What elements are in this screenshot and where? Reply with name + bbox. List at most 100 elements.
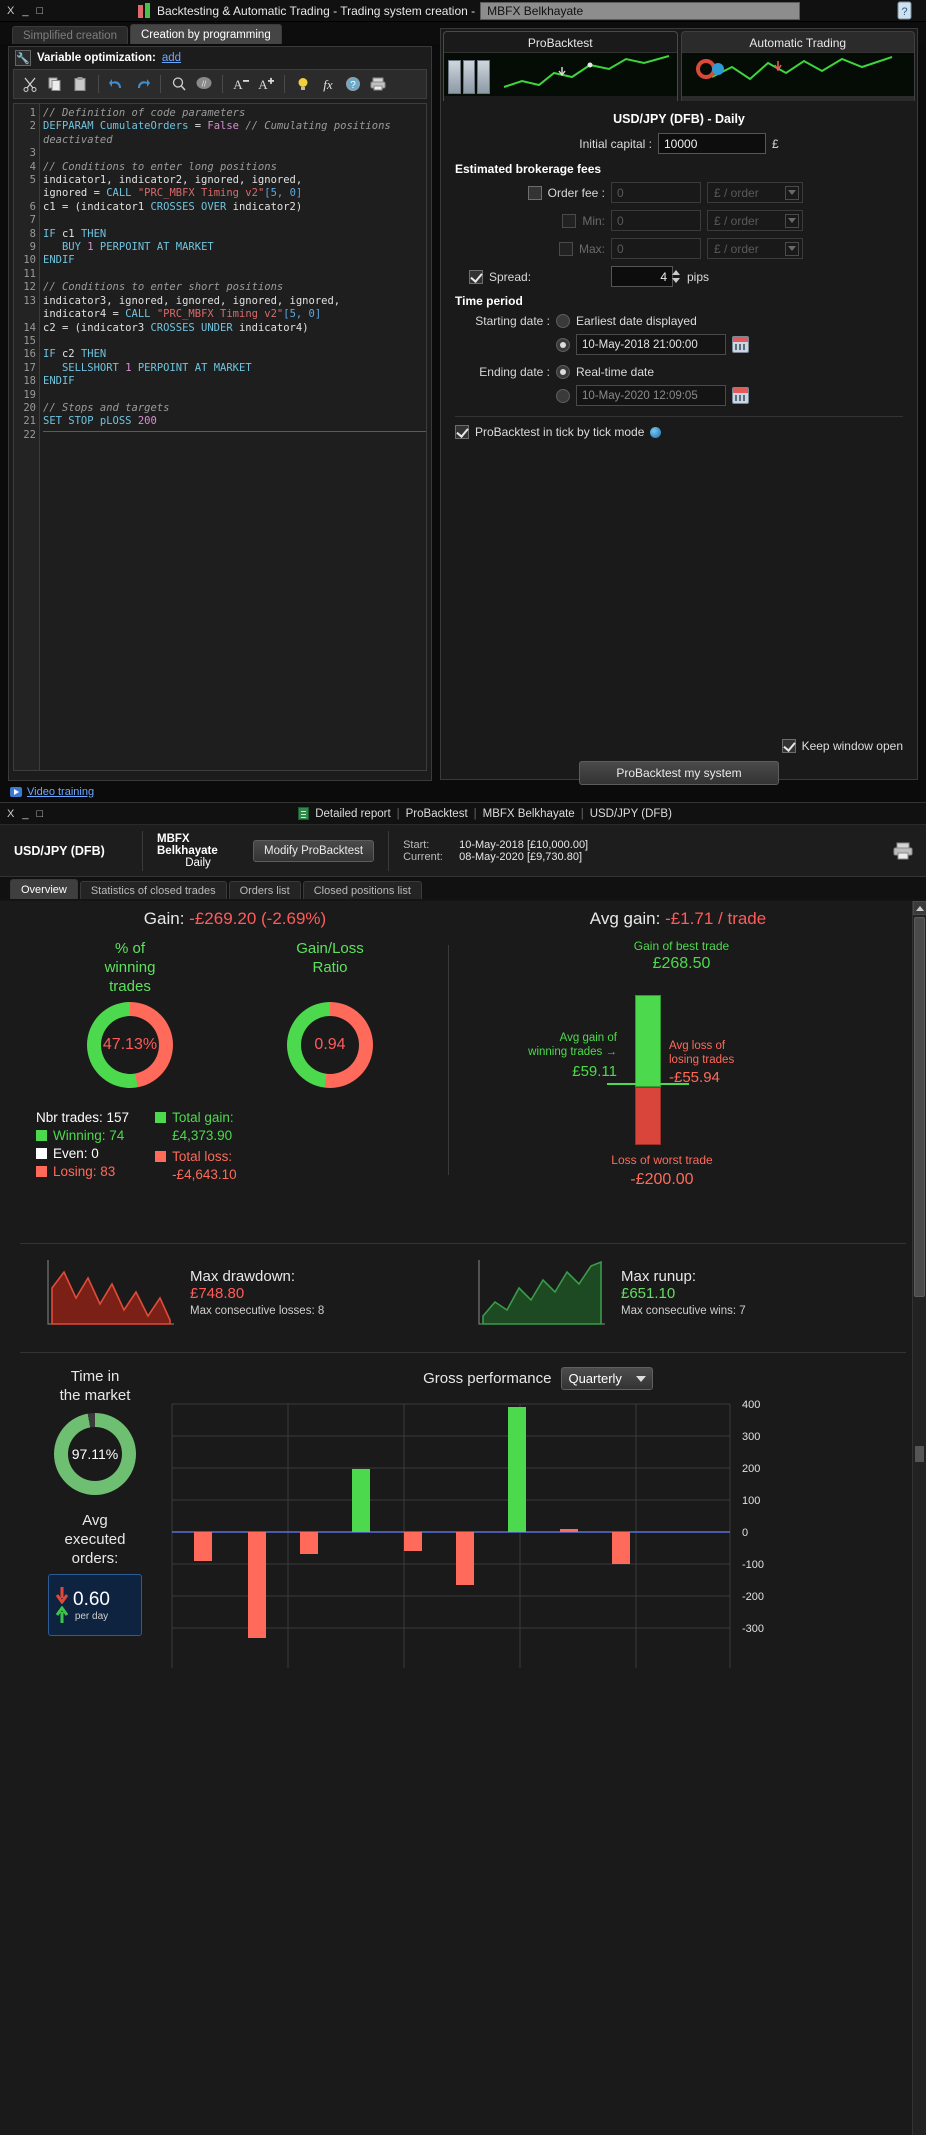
report-maximize-icon[interactable]: □ bbox=[36, 807, 45, 820]
keep-window-checkbox[interactable] bbox=[781, 739, 796, 753]
tab-overview[interactable]: Overview bbox=[10, 879, 78, 899]
modify-probacktest-button[interactable]: Modify ProBacktest bbox=[253, 839, 375, 862]
min-unit-select[interactable]: £ / order bbox=[707, 210, 803, 231]
instrument-title: USD/JPY (DFB) - Daily bbox=[613, 112, 745, 126]
cut-icon[interactable] bbox=[19, 73, 41, 95]
report-scrollbar[interactable] bbox=[912, 901, 926, 2135]
report-instrument: USD/JPY (DFB) bbox=[14, 843, 105, 858]
realtime-date-radio[interactable] bbox=[556, 365, 570, 379]
redo-icon[interactable] bbox=[131, 73, 153, 95]
probacktest-run-button[interactable]: ProBacktest my system bbox=[579, 761, 779, 785]
undo-icon[interactable] bbox=[106, 73, 128, 95]
order-fee-input[interactable] bbox=[611, 182, 701, 203]
info-globe-icon[interactable] bbox=[650, 426, 662, 438]
maximize-icon[interactable]: □ bbox=[36, 4, 45, 17]
copy-icon[interactable] bbox=[44, 73, 66, 95]
order-fee-unit-select[interactable]: £ / order bbox=[707, 182, 803, 203]
tick-mode-label: ProBacktest in tick by tick mode bbox=[475, 425, 645, 439]
wrench-icon[interactable]: 🔧 bbox=[15, 50, 31, 66]
divider bbox=[20, 1352, 906, 1353]
report-window-controls[interactable]: X _ □ bbox=[0, 808, 44, 820]
window-controls[interactable]: X _ □ bbox=[0, 5, 44, 17]
comment-icon[interactable]: // bbox=[193, 73, 215, 95]
time-in-market-label: Time in the market bbox=[59, 1368, 131, 1404]
close-icon[interactable]: X bbox=[7, 4, 16, 17]
gain-line: Gain: -£269.20 (-2.69%) bbox=[20, 909, 450, 929]
brokerage-fees-header: Estimated brokerage fees bbox=[455, 162, 602, 176]
tab-statistics-of-closed-trades[interactable]: Statistics of closed trades bbox=[79, 881, 227, 899]
report-icon bbox=[298, 807, 310, 820]
max-input[interactable] bbox=[611, 238, 701, 259]
automatic-trading-thumbnail bbox=[681, 52, 914, 96]
worst-trade-value: -£200.00 bbox=[630, 1171, 694, 1188]
total-loss-label: Total loss: bbox=[172, 1149, 233, 1164]
max-runup-block: Max runup: £651.10 Max consecutive wins:… bbox=[477, 1258, 880, 1326]
scroll-up-icon[interactable] bbox=[913, 901, 926, 915]
spread-label: Spread: bbox=[489, 269, 532, 284]
help-doc-icon[interactable]: ? bbox=[894, 1, 916, 21]
gross-performance-title: Gross performance bbox=[423, 1370, 552, 1387]
lightbulb-icon[interactable] bbox=[292, 73, 314, 95]
report-close-icon[interactable]: X bbox=[7, 807, 16, 820]
starting-date-radio[interactable] bbox=[556, 337, 570, 352]
spread-checkbox[interactable] bbox=[469, 269, 483, 284]
calendar-icon[interactable] bbox=[732, 387, 749, 404]
min-input[interactable] bbox=[611, 210, 701, 231]
tab-simplified-creation[interactable]: Simplified creation bbox=[12, 26, 128, 44]
spread-input[interactable] bbox=[611, 266, 673, 287]
ending-date-input[interactable]: 10-May-2020 12:09:05 bbox=[576, 385, 726, 406]
tab-closed-positions-list[interactable]: Closed positions list bbox=[302, 881, 422, 899]
svg-text:400: 400 bbox=[742, 1399, 760, 1411]
video-training-label[interactable]: Video training bbox=[27, 786, 95, 798]
printer-icon[interactable] bbox=[892, 842, 914, 860]
initial-capital-input[interactable] bbox=[658, 133, 766, 154]
starting-date-row: Starting date : Earliest date displayed bbox=[455, 314, 903, 328]
starting-date-input[interactable]: 10-May-2018 21:00:00 bbox=[576, 334, 726, 355]
tab-orders-list[interactable]: Orders list bbox=[228, 881, 301, 899]
earliest-date-radio[interactable] bbox=[556, 314, 570, 328]
print-icon[interactable] bbox=[367, 73, 389, 95]
min-checkbox[interactable] bbox=[562, 213, 577, 228]
total-gain-value-line: £4,373.90 bbox=[155, 1128, 237, 1143]
max-unit-select[interactable]: £ / order bbox=[707, 238, 803, 259]
report-minimize-icon[interactable]: _ bbox=[22, 807, 30, 820]
spread-spinner[interactable] bbox=[671, 269, 681, 285]
video-training-link[interactable]: Video training bbox=[10, 786, 94, 798]
headline-row: Gain: -£269.20 (-2.69%) Avg gain: -£1.71… bbox=[20, 909, 906, 935]
ending-date-radio[interactable] bbox=[556, 388, 570, 403]
help-icon[interactable]: ? bbox=[342, 73, 364, 95]
scrollbar-grip[interactable] bbox=[915, 1446, 924, 1462]
trade-counts: Nbr trades: 157 Winning: 74 Even: 0 Losi… bbox=[36, 1110, 129, 1185]
calendar-icon[interactable] bbox=[732, 336, 749, 353]
keep-window-label: Keep window open bbox=[801, 739, 903, 753]
winning-trades-donut-block: % of winning trades 47.13% bbox=[55, 939, 205, 1088]
variable-optimization-add-link[interactable]: add bbox=[161, 52, 182, 64]
total-loss-line: Total loss: bbox=[155, 1149, 237, 1164]
divider bbox=[20, 1243, 906, 1244]
winning-color-swatch bbox=[36, 1130, 47, 1141]
function-icon[interactable]: fx bbox=[317, 73, 339, 95]
drawdown-runup-row: Max drawdown: £748.80 Max consecutive lo… bbox=[20, 1258, 906, 1326]
source-code[interactable]: // Definition of code parameters DEFPARA… bbox=[40, 104, 426, 770]
minimize-icon[interactable]: _ bbox=[22, 4, 30, 17]
period-selector[interactable]: Quarterly bbox=[561, 1367, 653, 1390]
svg-text:-300: -300 bbox=[742, 1623, 764, 1635]
max-consecutive-wins: Max consecutive wins: 7 bbox=[621, 1304, 746, 1317]
gross-performance-chart: 400 300 200 100 0 -100 -200 -300 bbox=[170, 1396, 906, 1676]
divider bbox=[448, 945, 449, 1175]
max-checkbox[interactable] bbox=[558, 241, 573, 256]
font-decrease-icon[interactable]: A bbox=[230, 73, 252, 95]
paste-icon[interactable] bbox=[69, 73, 91, 95]
keep-window-row: Keep window open bbox=[455, 739, 903, 753]
font-increase-icon[interactable]: A bbox=[255, 73, 277, 95]
gain-loss-ratio-value: 0.94 bbox=[314, 1036, 346, 1053]
tab-creation-by-programming[interactable]: Creation by programming bbox=[129, 24, 282, 44]
search-icon[interactable] bbox=[168, 73, 190, 95]
tab-probacktest[interactable]: ProBacktest bbox=[443, 31, 678, 101]
scrollbar-thumb[interactable] bbox=[914, 917, 925, 1297]
system-name-input[interactable] bbox=[480, 1, 801, 20]
order-fee-checkbox[interactable] bbox=[527, 185, 542, 200]
tab-automatic-trading[interactable]: Automatic Trading bbox=[680, 31, 915, 101]
tick-mode-checkbox[interactable] bbox=[455, 425, 469, 439]
